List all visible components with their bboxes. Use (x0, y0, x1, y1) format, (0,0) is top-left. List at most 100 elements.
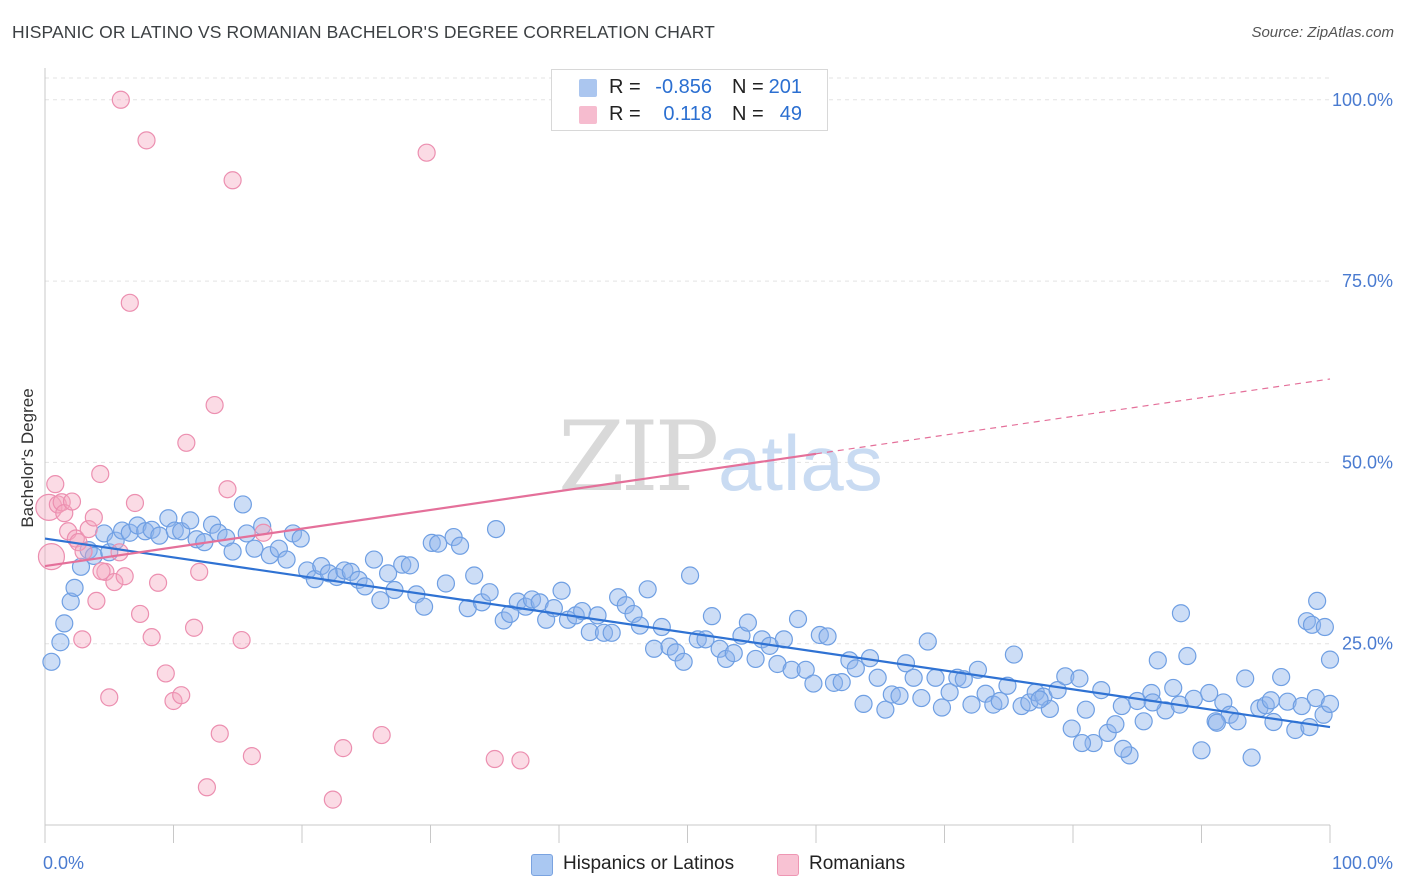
hispanics-point (1292, 696, 1311, 716)
hispanics-point (832, 673, 851, 692)
romanians-point (92, 562, 111, 581)
hispanics-point (335, 561, 354, 580)
romanians-point (111, 90, 130, 109)
hispanics-point (746, 649, 765, 669)
hispanics-point (450, 536, 470, 555)
romanians-point (110, 543, 129, 562)
romanians-point (73, 630, 92, 649)
hispanics-point (638, 580, 657, 599)
y-tick-label: 25.0% (1342, 634, 1393, 654)
legend-label-romanians: Romanians (809, 853, 906, 874)
hispanics-point (1192, 741, 1211, 760)
legend-label-hispanics: Hispanics or Latinos (563, 853, 735, 874)
romanians-point (205, 395, 224, 415)
hispanics-point (918, 632, 937, 651)
hispanics-point (400, 556, 420, 575)
hispanics-point (1164, 678, 1183, 698)
hispanics-point (480, 583, 499, 602)
hispanics-point (181, 511, 200, 530)
legend-swatch-hispanics (579, 79, 597, 97)
hispanics-point (990, 691, 1009, 711)
legend-swatch-romanians (777, 854, 799, 876)
correlation-legend: R = -0.856 N = 201 R = 0.118 N = 49 (551, 69, 828, 131)
romanians-point (334, 739, 353, 758)
hispanics-point (494, 611, 513, 630)
romanians-point (120, 293, 139, 312)
romanians-point (485, 749, 504, 769)
watermark-zip: ZIP (558, 401, 717, 513)
hispanics-point (414, 597, 434, 616)
legend-row-hispanics: R = -0.856 N = 201 (552, 73, 827, 101)
romanians-point (323, 790, 342, 809)
hispanics-point (429, 534, 448, 553)
hispanics-point (371, 591, 390, 610)
series-romanians-points (35, 90, 530, 809)
series-hispanics-points (42, 495, 1340, 767)
hispanics-point (602, 623, 621, 642)
romanians-point (137, 131, 156, 150)
legend-swatch-romanians (579, 106, 597, 124)
hispanics-point (1300, 717, 1319, 737)
romanians-point (115, 567, 134, 586)
hispanics-point (1112, 696, 1131, 716)
legend-swatch-hispanics (531, 854, 553, 876)
hispanics-point (890, 686, 909, 706)
hispanics-point (51, 633, 70, 652)
hispanics-point (1320, 694, 1340, 713)
hispanics-point (1320, 650, 1340, 669)
legend-row-romanians: R = 0.118 N = 49 (552, 100, 827, 128)
tick-labels: 100.0% 75.0% 50.0% 25.0% 0.0% 100.0% (43, 90, 1393, 873)
hispanics-point (644, 639, 664, 658)
hispanics-point (594, 623, 614, 642)
romanians-point (177, 433, 196, 452)
hispanics-point (674, 652, 693, 671)
hispanics-point (245, 539, 264, 558)
hispanics-point (1114, 739, 1133, 758)
hispanics-point (788, 609, 808, 629)
trend-lines (44, 378, 1331, 729)
y-tick-label: 100.0% (1332, 90, 1393, 110)
romanians-point (172, 686, 191, 705)
hispanics-point (1056, 667, 1075, 686)
romanians-point (62, 492, 82, 511)
romanians-point (242, 747, 261, 766)
hispanics-point (738, 613, 757, 632)
hispanics-point (1076, 700, 1095, 719)
hispanics-point (393, 555, 412, 574)
legend-r-value: -0.856 (655, 76, 712, 98)
legend-n-label: N = (732, 103, 764, 125)
romanians-point (148, 573, 168, 592)
hispanics-point (233, 495, 252, 514)
hispanics-point (702, 607, 722, 626)
romanians-point (105, 572, 124, 592)
hispanics-point (436, 574, 456, 593)
hispanics-point (1178, 646, 1197, 666)
romanians-point (79, 520, 98, 539)
hispanics-point (55, 614, 74, 633)
hispanics-point (1272, 667, 1291, 687)
hispanics-point (291, 529, 310, 548)
hispanics-point (998, 676, 1017, 695)
hispanics-point (710, 639, 729, 658)
romanians-trend-line (44, 452, 817, 568)
hispanics-point (846, 659, 865, 678)
hispanics-point (1070, 669, 1089, 688)
romanians-point (190, 562, 209, 581)
hispanics-point (1030, 690, 1049, 709)
hispanics-point (1092, 681, 1111, 700)
hispanics-point (364, 550, 384, 569)
romanians-trend-line-extension (815, 378, 1331, 455)
hispanics-point (165, 521, 184, 540)
hispanics-point (854, 694, 873, 713)
watermark: ZIP atlas (558, 401, 883, 513)
legend-r-value: 0.118 (663, 103, 712, 125)
hispanics-point (42, 652, 61, 671)
hispanics-point (422, 533, 441, 552)
hispanics-point (580, 622, 599, 642)
hispanics-point (680, 566, 700, 585)
romanians-point (46, 475, 65, 494)
romanians-point (210, 724, 229, 743)
hispanics-point (782, 660, 801, 679)
hispanics-point (65, 578, 84, 597)
